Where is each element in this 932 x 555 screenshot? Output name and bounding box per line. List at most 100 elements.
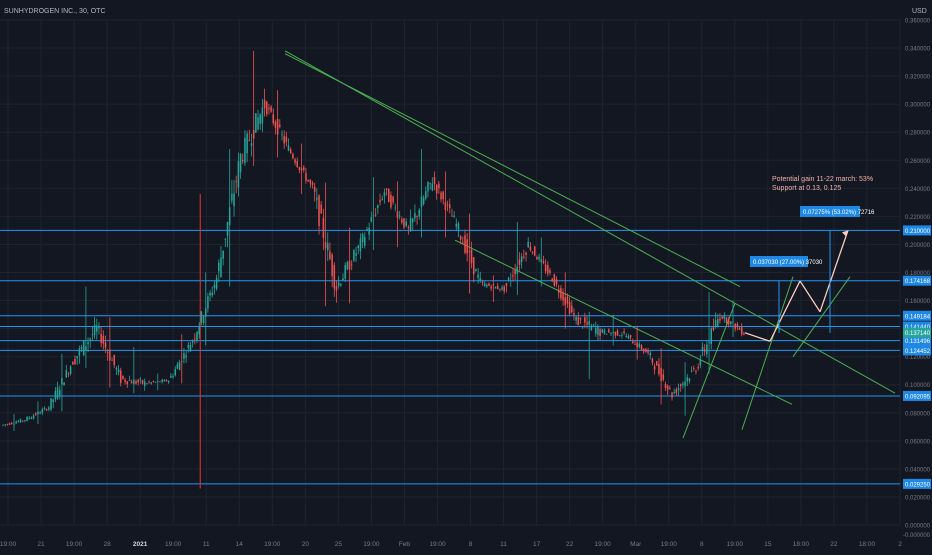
candle-body: [326, 243, 329, 251]
candle-body: [235, 181, 237, 183]
candle-body: [701, 346, 704, 351]
candle-body: [675, 389, 678, 394]
candle-body: [313, 186, 316, 192]
price-tick-label: 0.020000: [905, 495, 931, 501]
time-tick-label: 14: [236, 541, 244, 548]
candle-body: [553, 274, 556, 286]
candle-body: [115, 367, 118, 370]
candle-body: [464, 235, 466, 253]
price-tick-label: 0.160000: [905, 299, 931, 305]
time-tick-label: 18:00: [859, 541, 876, 548]
candle-body: [303, 167, 305, 170]
candle-body: [65, 370, 68, 378]
candle-body: [429, 182, 431, 184]
time-tick-label: 8: [700, 541, 704, 548]
time-tick-label: 11: [203, 541, 210, 548]
candle-body: [311, 182, 314, 185]
candle-body: [48, 407, 50, 410]
candle-body: [74, 359, 76, 364]
candle-body: [527, 241, 529, 248]
candle-body: [673, 392, 675, 393]
candle-body: [377, 205, 379, 208]
candle-body: [257, 117, 259, 130]
candle-body: [307, 179, 309, 182]
candle-body: [621, 335, 623, 337]
candle-body: [163, 379, 166, 382]
candle-body: [58, 389, 61, 396]
candle-body: [488, 283, 490, 286]
candle-body: [4, 424, 7, 426]
candle-body: [239, 154, 242, 173]
candle-body: [645, 348, 647, 353]
time-tick-label: 19:00: [595, 541, 612, 548]
candle-body: [706, 344, 708, 355]
candle-body: [505, 283, 508, 286]
time-tick-label: 19:00: [661, 541, 678, 548]
candle-body: [259, 114, 261, 124]
price-tag: [903, 390, 931, 401]
candle-body: [551, 278, 553, 282]
candle-body: [448, 204, 451, 208]
candle-body: [104, 342, 107, 348]
candle-body: [431, 183, 434, 191]
price-tag-label: 0.131496: [905, 339, 931, 345]
candle-body: [682, 383, 684, 385]
candle-body: [157, 381, 159, 382]
candle-body: [246, 133, 248, 154]
candle-body: [281, 134, 283, 136]
candle-body: [453, 215, 455, 218]
candle-body: [329, 251, 331, 259]
candle-body: [54, 390, 57, 400]
candle-body: [725, 317, 728, 323]
candle-body: [93, 324, 96, 336]
price-tick-label: 0.120000: [905, 355, 931, 361]
candle-body: [740, 326, 743, 335]
candle-body: [30, 417, 33, 419]
trendline: [284, 50, 896, 394]
trendlines: [284, 50, 896, 439]
candle-body: [533, 246, 536, 256]
price-tick-label: 0.360000: [905, 19, 931, 25]
candle-body: [736, 323, 739, 328]
candle-body: [185, 355, 187, 358]
projection-arrowhead: [842, 230, 848, 237]
price-tick-label: 0.100000: [905, 383, 931, 389]
candle-body: [690, 370, 693, 372]
candle-body: [337, 282, 340, 286]
candle-body: [605, 333, 608, 335]
price-axis[interactable]: 0.360000 0.340000 0.320000 0.300000 0.280000…: [903, 19, 931, 540]
candle-body: [148, 381, 150, 383]
candle-body: [222, 250, 224, 259]
candle-body: [475, 269, 477, 272]
candle-body: [573, 312, 575, 315]
time-tick-label: 21: [37, 541, 45, 548]
candle-body: [669, 387, 671, 389]
candle-body: [640, 345, 643, 350]
candle-body: [468, 251, 471, 252]
candle-body: [270, 106, 272, 112]
candle-body: [411, 218, 414, 223]
candle-body: [191, 340, 194, 343]
candle-body: [37, 411, 39, 415]
time-tick-label: 15: [764, 541, 772, 548]
time-tick-label: 19:00: [727, 541, 744, 548]
candle-body: [85, 346, 87, 351]
price-tag-label: 0.124452: [905, 349, 931, 355]
candle-body: [625, 336, 628, 338]
candle-body: [677, 388, 680, 391]
projection-arrows: [744, 230, 849, 342]
candle-body: [194, 338, 196, 340]
candle-body: [287, 145, 290, 151]
candle-body: [664, 384, 667, 388]
time-axis[interactable]: 19:00 21 19:00 28 2021 19:00 11 14 19:00 20 25 19:0…: [0, 541, 902, 548]
candle-body: [331, 254, 333, 277]
candle-body: [298, 167, 301, 170]
candle-body: [346, 262, 349, 270]
candle-body: [575, 317, 577, 321]
annotation-line-2: Support at 0.13, 0.125: [772, 185, 841, 192]
candle-body: [525, 252, 527, 255]
price-tag-label: 0.174168: [905, 279, 931, 285]
candle-body: [348, 260, 351, 270]
